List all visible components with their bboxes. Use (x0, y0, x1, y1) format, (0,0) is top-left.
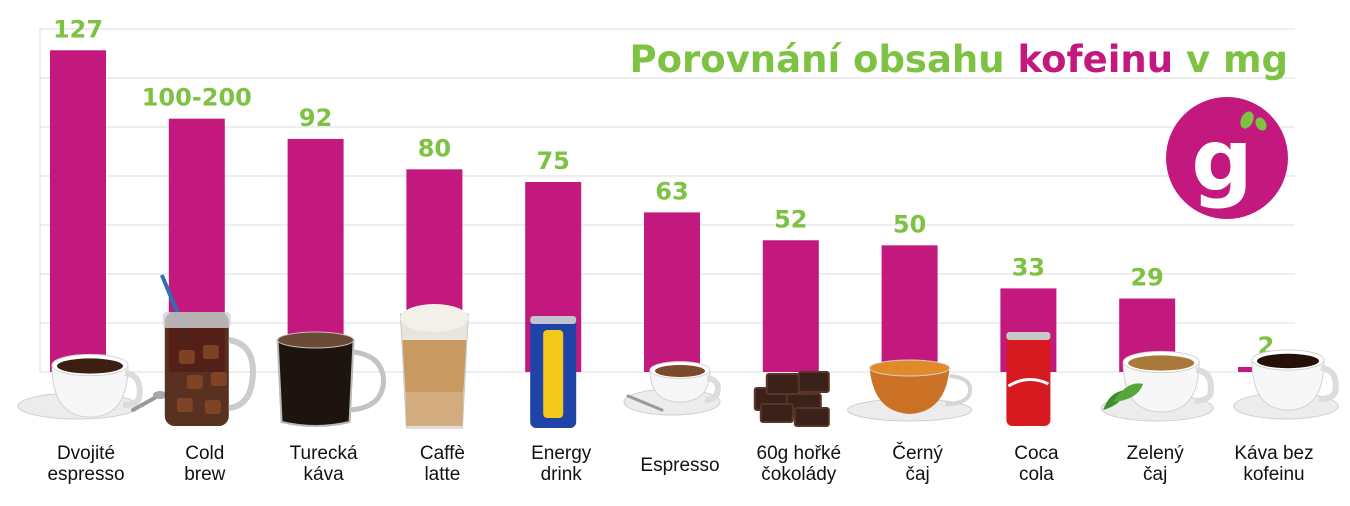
bar (644, 212, 700, 372)
category-label: Espresso (640, 455, 719, 476)
category-label: čaj (1143, 464, 1167, 485)
category-label: Dvojité (57, 443, 115, 464)
category-label: Energy (531, 443, 592, 464)
cold-brew-jar-icon (159, 274, 256, 426)
value-label: 75 (536, 147, 569, 175)
value-label: 127 (53, 15, 103, 43)
bar (762, 240, 819, 372)
value-label: 63 (655, 177, 688, 205)
category-label: 60g hořké (757, 443, 842, 464)
category-label: brew (184, 464, 225, 485)
green-tea-cup-icon (1100, 350, 1214, 422)
item-icons-group (17, 274, 1339, 429)
title-part-3: v mg (1173, 38, 1288, 81)
coca-cola-can-icon (1006, 332, 1051, 426)
value-label: 92 (299, 104, 332, 132)
bar (881, 245, 938, 372)
category-label: kofeinu (1243, 464, 1304, 485)
category-label: drink (541, 464, 583, 485)
category-label: Káva bez (1234, 443, 1313, 464)
value-label: 50 (893, 210, 926, 238)
dark-chocolate-icon (753, 371, 830, 427)
espresso-cup-icon (623, 361, 721, 416)
value-label: 80 (418, 134, 451, 162)
category-label: káva (304, 464, 345, 485)
black-tea-cup-icon (847, 359, 973, 422)
category-label: Černý (892, 442, 943, 464)
energy-drink-can-icon (530, 316, 577, 428)
category-label: Caffè (420, 443, 465, 464)
logo-leaf-1 (1240, 111, 1254, 129)
g-letter-logo-icon: g (1166, 97, 1288, 219)
category-label: čaj (905, 464, 929, 485)
category-label: Zelený (1127, 443, 1185, 464)
value-label: 29 (1130, 264, 1163, 292)
decaf-coffee-cup-icon (1233, 349, 1339, 420)
logo-leaf-2 (1255, 117, 1267, 131)
category-label: cola (1019, 464, 1054, 485)
bar (50, 50, 106, 373)
value-label: 33 (1012, 253, 1045, 281)
title-part-2: kofeinu (1017, 38, 1173, 81)
category-label: Cold (185, 443, 224, 464)
value-label: 100-200 (142, 84, 252, 112)
turkish-coffee-mug-icon (276, 331, 387, 427)
value-label: 52 (774, 205, 807, 233)
category-label: Turecká (290, 443, 358, 464)
category-label: Coca (1014, 443, 1059, 464)
chart-title: Porovnání obsahu kofeinu v mg (629, 38, 1288, 81)
title-part-1: Porovnání obsahu (629, 38, 1017, 81)
caffe-latte-glass-icon (399, 304, 469, 429)
category-label: čokolády (761, 464, 836, 485)
category-label: latte (424, 464, 460, 485)
category-label: espresso (47, 464, 124, 485)
double-espresso-cup-icon (17, 353, 167, 420)
